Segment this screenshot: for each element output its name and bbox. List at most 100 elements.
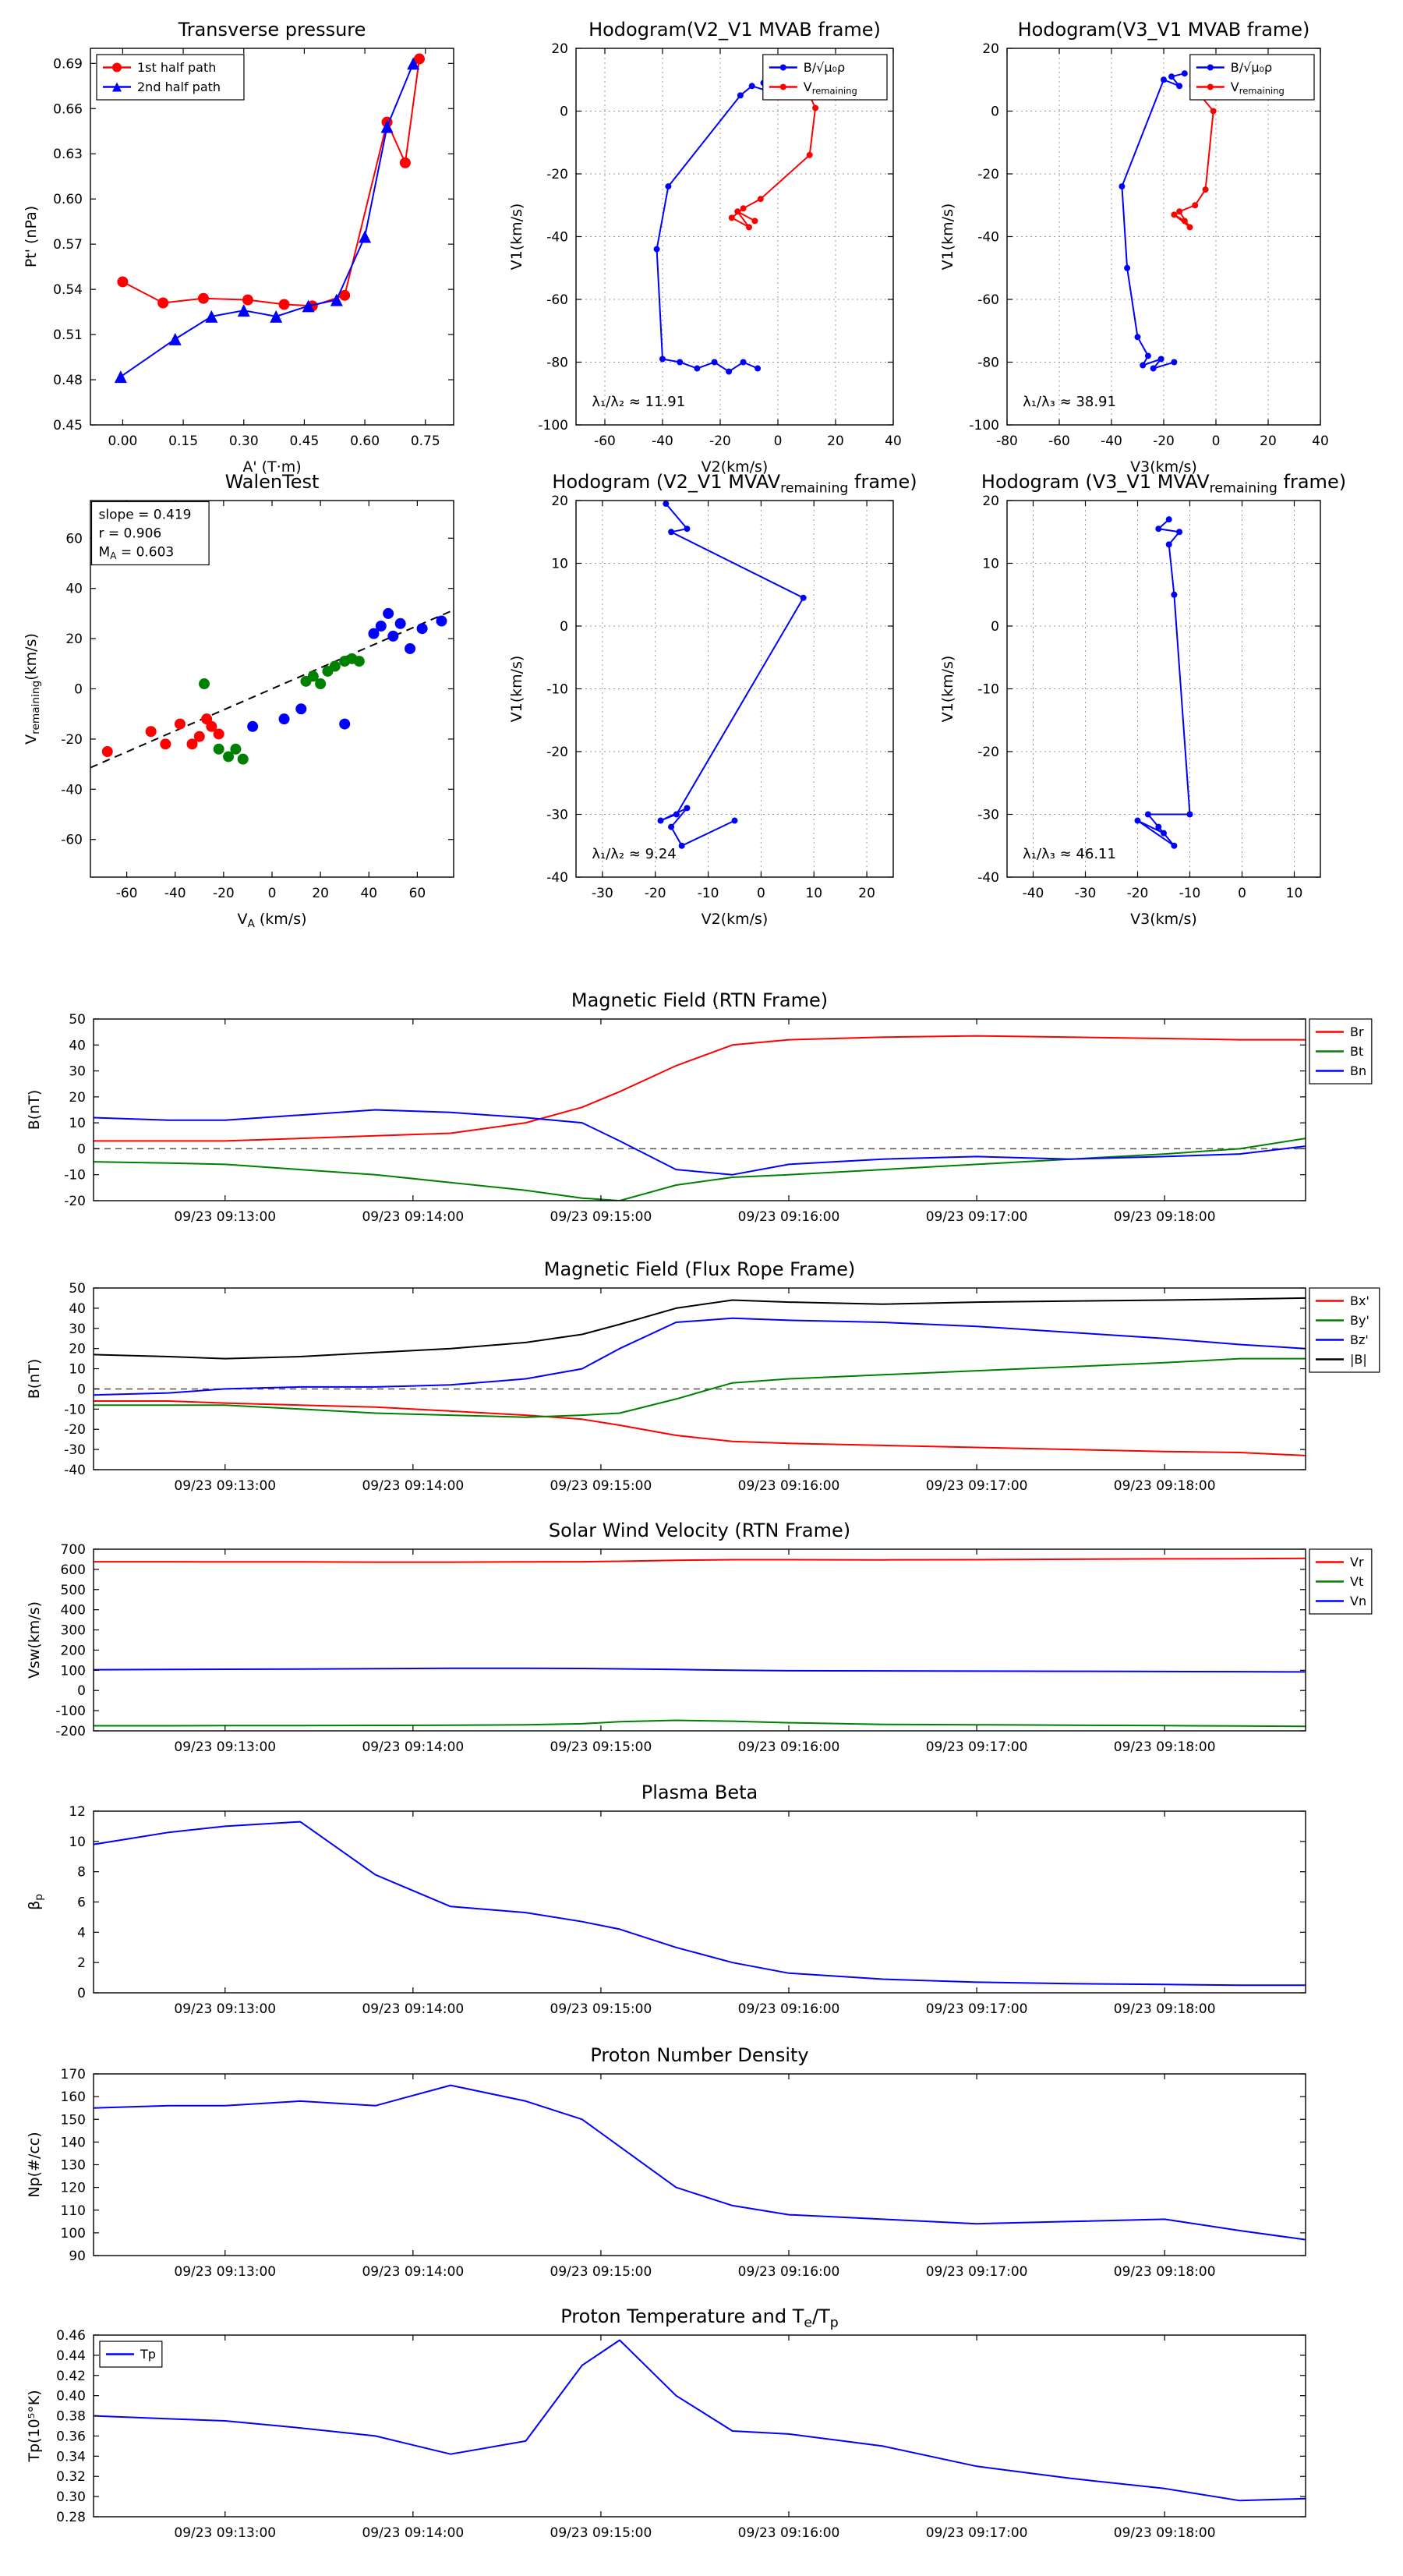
proton-density-xtick: 09/23 09:13:00 bbox=[174, 2264, 276, 2280]
mag-fluxrope-ylabel: B(nT) bbox=[26, 1359, 43, 1399]
chart-hodogram-v2v1-mvav: -30 -20 -10 0 10 20-40-30-20-1001020Hodogram … bbox=[508, 471, 917, 928]
proton-temp-xtick: 09/23 09:15:00 bbox=[550, 2525, 652, 2541]
proton-density-ytick: 90 bbox=[69, 2249, 86, 2264]
mag-fluxrope-ytick: -30 bbox=[64, 1442, 86, 1458]
mag-rtn-xtick: 09/23 09:16:00 bbox=[738, 1209, 840, 1225]
hodogram-v3v1-mvab-xtick: -80 bbox=[996, 433, 1018, 449]
hodogram-v2v1-mvav-xtick: -10 bbox=[698, 886, 719, 901]
hodogram-v3v1-mvab-xtick: 0 bbox=[1212, 433, 1221, 449]
hodogram-v2v1-mvab-legend: B/√μ₀ρ Vremaining bbox=[762, 54, 888, 101]
proton-temp-ytick: 0.44 bbox=[56, 2348, 86, 2364]
proton-temp-ytick: 0.36 bbox=[56, 2429, 86, 2444]
hodogram-v2v1-mvav-xtick: 10 bbox=[805, 886, 822, 901]
hodogram-v2v1-mvab-legend-label: Vremaining bbox=[804, 80, 857, 97]
transverse-pressure-axes-box bbox=[90, 48, 454, 426]
hodogram-v3v1-mvab-xtick: -60 bbox=[1048, 433, 1070, 449]
vsw-rtn-legend: Vr Vt Vn bbox=[1309, 1548, 1373, 1615]
proton-temp-axes-box bbox=[93, 2334, 1306, 2518]
mag-fluxrope-ytick: 50 bbox=[69, 1281, 86, 1297]
mag-fluxrope-ytick: 20 bbox=[69, 1342, 86, 1357]
hodogram-v2v1-mvav-ytick: 10 bbox=[551, 557, 568, 572]
proton-temp-xtick: 09/23 09:13:00 bbox=[174, 2525, 276, 2541]
vsw-rtn-line-Vt bbox=[94, 1719, 1306, 1728]
walen-test-xtick: -60 bbox=[116, 886, 138, 901]
chart-transverse-pressure: 0.00 0.15 0.30 0.45 0.60 0.75 0.45 0.48 0.51 0.54… bbox=[23, 19, 454, 476]
hodogram-v3v1-mvav-ytick: -40 bbox=[977, 870, 999, 886]
hodogram-v3v1-mvav-title: Hodogram (V3_V1 MVAVremaining frame) bbox=[981, 471, 1346, 496]
proton-temp-legend: Tp bbox=[99, 2341, 163, 2368]
proton-temp-xtick: 09/23 09:17:00 bbox=[926, 2525, 1028, 2541]
hodogram-v3v1-mvab-legend-label: B/√μ₀ρ bbox=[1231, 60, 1272, 75]
mag-rtn-ytick: -20 bbox=[64, 1194, 86, 1209]
transverse-pressure-ytick: 0.66 bbox=[53, 101, 83, 117]
mag-fluxrope-line-Bx bbox=[94, 1400, 1306, 1456]
hodogram-v3v1-mvab-annotation: λ₁/λ₃ ≈ 38.91 bbox=[1023, 394, 1116, 410]
vsw-rtn-ylabel: Vsw(km/s) bbox=[26, 1601, 43, 1679]
hodogram-v3v1-mvab-legend: B/√μ₀ρ Vremaining bbox=[1189, 54, 1315, 101]
hodogram-v3v1-mvab-ylabel: V1(km/s) bbox=[939, 203, 956, 271]
walen-test-ytick: -40 bbox=[61, 782, 83, 798]
hodogram-v2v1-mvab-ytick: -60 bbox=[546, 292, 568, 308]
hodogram-v3v1-mvab-xtick: 40 bbox=[1312, 433, 1329, 449]
vsw-rtn-xtick: 09/23 09:18:00 bbox=[1114, 1739, 1216, 1755]
transverse-pressure-xtick: 0.15 bbox=[168, 433, 198, 449]
hodogram-v3v1-mvab-xlabel: V3(km/s) bbox=[1130, 458, 1197, 476]
plasma-beta-ytick: 8 bbox=[77, 1865, 86, 1881]
mag-fluxrope-axes-box bbox=[93, 1287, 1306, 1470]
hodogram-v2v1-mvab-ytick: -80 bbox=[546, 356, 568, 371]
proton-temp-ytick: 0.42 bbox=[56, 2369, 86, 2384]
chart-mag-fluxrope: 09/23 09:13:00 09/23 09:14:00 09/23 09:15:… bbox=[26, 1258, 1380, 1494]
hodogram-v3v1-mvav-xtick: 10 bbox=[1286, 886, 1303, 901]
hodogram-v3v1-mvav-xtick: -10 bbox=[1179, 886, 1201, 901]
proton-density-ytick: 110 bbox=[61, 2203, 86, 2219]
vsw-rtn-title: Solar Wind Velocity (RTN Frame) bbox=[549, 1520, 850, 1541]
proton-density-title: Proton Number Density bbox=[590, 2044, 808, 2066]
hodogram-v3v1-mvav-ylabel: V1(km/s) bbox=[939, 656, 956, 723]
transverse-pressure-ytick: 0.60 bbox=[53, 192, 83, 207]
proton-density-ytick: 130 bbox=[61, 2158, 86, 2174]
hodogram-v2v1-mvab-ytick: 0 bbox=[560, 104, 568, 120]
walen-test-series bbox=[90, 607, 454, 769]
proton-temp-line-Tp bbox=[94, 2339, 1306, 2502]
vsw-rtn-xtick: 09/23 09:14:00 bbox=[362, 1739, 464, 1755]
hodogram-v2v1-mvab-legend-label: B/√μ₀ρ bbox=[804, 60, 845, 75]
plasma-beta-ytick: 6 bbox=[77, 1895, 86, 1911]
transverse-pressure-ytick: 0.63 bbox=[53, 147, 83, 162]
proton-temp-ytick: 0.34 bbox=[56, 2449, 86, 2465]
plasma-beta-ytick: 12 bbox=[69, 1804, 86, 1820]
walen-test-xtick: 0 bbox=[268, 886, 277, 901]
vsw-rtn-legend-label: Vt bbox=[1350, 1574, 1363, 1589]
hodogram-v3v1-mvav-line-hodogram-path bbox=[1136, 518, 1191, 847]
walen-test-info-line: r = 0.906 bbox=[99, 525, 162, 541]
hodogram-v2v1-mvav-line-hodogram-path bbox=[659, 503, 804, 847]
mag-fluxrope-legend: Bx' By' Bz' |B| bbox=[1309, 1287, 1380, 1373]
chart-vsw-rtn: 09/23 09:13:00 09/23 09:14:00 09/23 09:15:… bbox=[26, 1520, 1373, 1755]
vsw-rtn-ytick: 200 bbox=[61, 1643, 86, 1658]
plasma-beta-ytick: 10 bbox=[69, 1835, 86, 1850]
plasma-beta-ylabel: βp bbox=[26, 1894, 45, 1910]
chart-hodogram-v3v1-mvav: -40 -30 -20 -10 0 10 -40 -30 -20 -10 0 10 20Hodogram… bbox=[939, 471, 1346, 928]
hodogram-v3v1-mvab-xtick: 20 bbox=[1260, 433, 1277, 449]
vsw-rtn-ytick: 0 bbox=[77, 1683, 86, 1699]
hodogram-v2v1-mvab-xtick: -60 bbox=[594, 433, 616, 449]
hodogram-v3v1-mvab-legend-label: Vremaining bbox=[1231, 80, 1285, 97]
mag-fluxrope-line-Bz bbox=[94, 1317, 1306, 1396]
walen-test-ytick: -20 bbox=[61, 732, 83, 748]
hodogram-v2v1-mvab-xtick: -40 bbox=[652, 433, 673, 449]
hodogram-v3v1-mvav-ytick: -20 bbox=[977, 745, 999, 760]
walen-test-ytick: 40 bbox=[65, 582, 83, 597]
plasma-beta-xtick: 09/23 09:18:00 bbox=[1114, 2001, 1216, 2017]
transverse-pressure-line-first-half-path bbox=[122, 58, 420, 307]
proton-density-ytick: 160 bbox=[61, 2089, 86, 2105]
hodogram-v3v1-mvav-ytick: 10 bbox=[982, 557, 999, 572]
walen-test-xlabel: VA (km/s) bbox=[237, 911, 306, 930]
transverse-pressure-ytick: 0.51 bbox=[53, 327, 83, 343]
plasma-beta-xtick: 09/23 09:17:00 bbox=[926, 2001, 1028, 2017]
proton-temp-ytick: 0.30 bbox=[56, 2489, 86, 2505]
vsw-rtn-ytick: -100 bbox=[55, 1704, 86, 1719]
mag-rtn-ytick: 0 bbox=[77, 1141, 86, 1157]
proton-temp-ytick: 0.38 bbox=[56, 2409, 86, 2425]
mag-fluxrope-xtick: 09/23 09:15:00 bbox=[550, 1478, 652, 1494]
transverse-pressure-xlabel: A' (T·m) bbox=[242, 458, 301, 476]
hodogram-v2v1-mvav-ytick: 0 bbox=[560, 619, 568, 635]
